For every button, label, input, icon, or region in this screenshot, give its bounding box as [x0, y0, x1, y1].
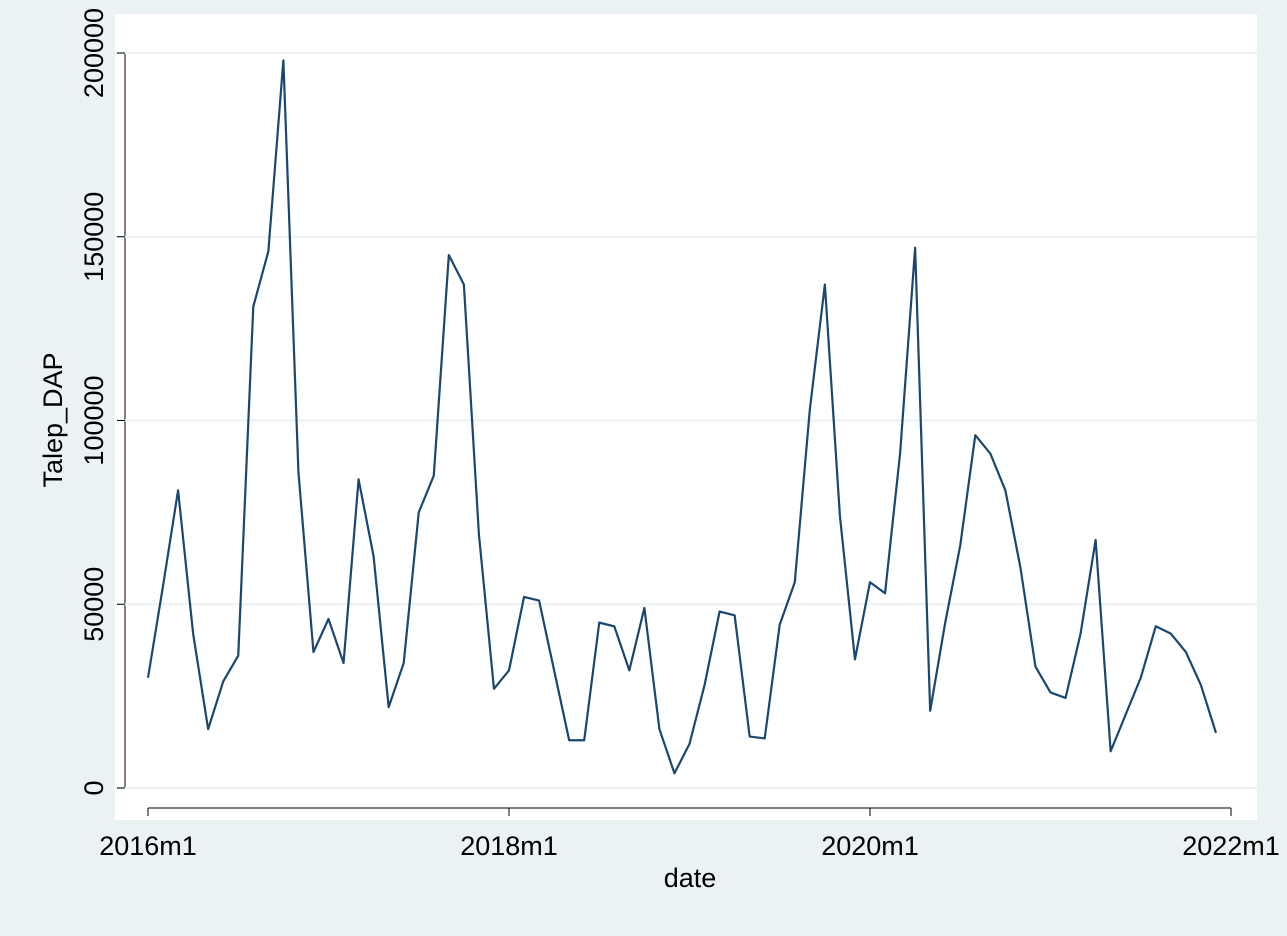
- y-tick-label: 200000: [79, 8, 109, 98]
- y-tick-label: 150000: [79, 192, 109, 282]
- plot-area: [115, 14, 1257, 820]
- x-tick-label: 2022m1: [1182, 831, 1280, 861]
- x-tick-label: 2018m1: [460, 831, 558, 861]
- y-tick-label: 0: [79, 780, 109, 795]
- x-axis-title: date: [664, 863, 717, 893]
- x-tick-label: 2020m1: [821, 831, 919, 861]
- y-tick-label: 100000: [79, 375, 109, 465]
- y-tick-label: 50000: [79, 567, 109, 642]
- y-axis-title: Talep_DAP: [38, 352, 68, 487]
- x-tick-label: 2016m1: [99, 831, 197, 861]
- data-line: [146, 59, 1218, 775]
